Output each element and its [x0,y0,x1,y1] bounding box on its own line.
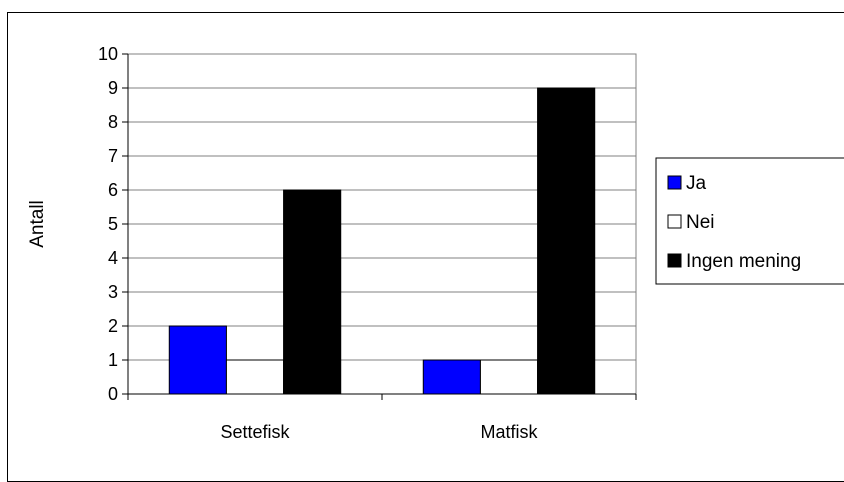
x-tick-label: Settefisk [220,422,290,442]
y-tick-label: 8 [108,112,118,132]
legend-label: Ingen mening [686,251,801,272]
y-tick-label: 9 [108,78,118,98]
y-axis-label: Antall [27,200,48,248]
y-tick-label: 3 [108,282,118,302]
legend-label: Ja [686,173,707,194]
legend-swatch [667,214,682,229]
legend: Ja Nei Ingen mening [655,157,844,285]
legend-swatch [667,253,682,268]
legend-swatch [667,175,682,190]
y-tick-labels: 0 1 2 3 4 5 6 7 8 9 10 [98,44,118,404]
legend-box [655,157,844,285]
bar-chart: 0 1 2 3 4 5 6 7 8 9 10 Settefisk Matfisk Antall Ja N… [27,44,844,442]
bar-nei [225,359,285,395]
y-tick-label: 5 [108,214,118,234]
y-tick-label: 7 [108,146,118,166]
legend-label: Nei [686,212,715,233]
y-tick-label: 0 [108,384,118,404]
y-tick-label: 2 [108,316,118,336]
bar-ingen-mening [537,87,596,395]
bar-ja [168,325,227,395]
y-tick-label: 4 [108,248,118,268]
bar-ingen-mening [283,189,342,395]
bar-ja [422,359,481,395]
bars [168,87,596,395]
x-tick-label: Matfisk [480,422,538,442]
bar-nei [479,359,539,395]
y-tick-label: 6 [108,180,118,200]
axes [122,53,637,400]
y-tick-label: 10 [98,44,118,64]
x-tick-labels: Settefisk Matfisk [220,422,538,442]
y-tick-label: 1 [108,350,118,370]
